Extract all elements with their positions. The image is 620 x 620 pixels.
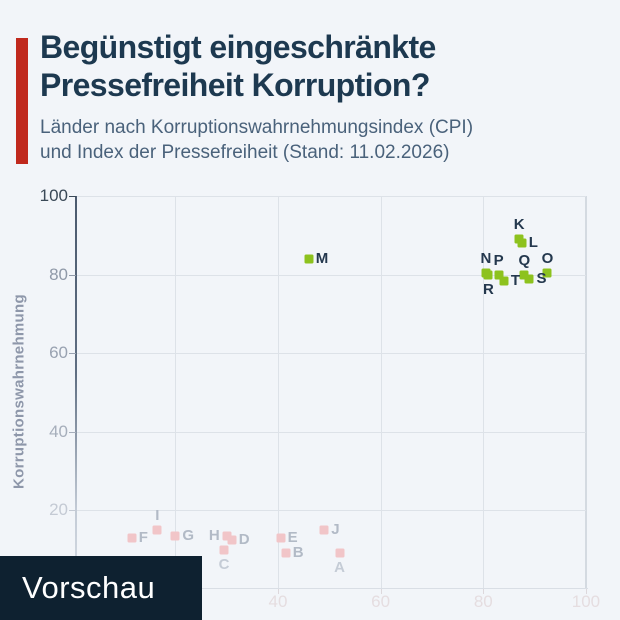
data-point-D[interactable] bbox=[227, 535, 237, 545]
y-gridline-40 bbox=[76, 431, 586, 433]
point-label-M: M bbox=[315, 250, 329, 268]
x-gridline-80 bbox=[483, 196, 485, 588]
data-point-I[interactable] bbox=[152, 525, 162, 535]
point-label-T: T bbox=[510, 271, 520, 289]
point-label-A: A bbox=[334, 559, 345, 577]
y-tick-40 bbox=[69, 431, 76, 433]
x-axis-line bbox=[76, 588, 588, 589]
y-tick-label-100: 100 bbox=[39, 186, 68, 206]
page-subtitle: Länder nach Korruptionswahrnehmungsindex… bbox=[40, 115, 473, 165]
data-point-Q[interactable] bbox=[519, 270, 529, 280]
x-tick-label-80: 80 bbox=[473, 592, 493, 611]
subtitle-line-1: Länder nach Korruptionswahrnehmungsindex… bbox=[40, 117, 474, 138]
x-tick-100 bbox=[585, 589, 587, 594]
data-point-O[interactable] bbox=[542, 268, 552, 278]
point-label-O: O bbox=[541, 249, 554, 267]
point-label-I: I bbox=[155, 506, 160, 524]
data-point-B[interactable] bbox=[281, 548, 291, 558]
x-gridline-100 bbox=[584, 196, 587, 588]
point-label-L: L bbox=[528, 234, 538, 252]
data-point-P[interactable] bbox=[494, 270, 504, 280]
title-line-1: Begünstigt eingeschränkte bbox=[40, 29, 436, 65]
subtitle-line-2: und Index der Pressefreiheit (Stand: 11.… bbox=[40, 142, 450, 163]
x-tick-80 bbox=[483, 589, 485, 594]
x-tick-60 bbox=[380, 589, 382, 594]
y-gridline-80 bbox=[76, 274, 586, 276]
y-tick-60 bbox=[69, 353, 76, 355]
x-gridline-20 bbox=[175, 196, 177, 588]
data-point-F[interactable] bbox=[127, 533, 137, 543]
point-label-K: K bbox=[513, 216, 525, 234]
point-label-S: S bbox=[536, 269, 547, 287]
data-point-S[interactable] bbox=[524, 274, 534, 284]
data-point-M[interactable] bbox=[304, 254, 314, 264]
data-point-T[interactable] bbox=[499, 276, 509, 286]
point-label-P: P bbox=[493, 251, 504, 269]
y-axis-title: Korruptionswahrnehmung bbox=[10, 294, 28, 490]
x-tick-label-60: 60 bbox=[371, 592, 391, 611]
point-label-C: C bbox=[218, 555, 230, 573]
x-tick-label-100: 100 bbox=[571, 592, 601, 611]
title-line-2: Pressefreiheit Korruption? bbox=[40, 67, 430, 103]
point-label-G: G bbox=[182, 526, 195, 544]
y-gridline-100 bbox=[76, 196, 586, 198]
y-axis-line bbox=[75, 196, 77, 589]
x-tick-label-40: 40 bbox=[268, 592, 288, 611]
data-point-A[interactable] bbox=[335, 548, 345, 558]
x-gridline-60 bbox=[380, 196, 382, 588]
preview-label: Vorschau bbox=[22, 570, 156, 605]
preview-banner: Vorschau bbox=[0, 556, 202, 620]
data-point-H[interactable] bbox=[222, 531, 232, 541]
data-point-E[interactable] bbox=[276, 533, 286, 543]
page-title: Begünstigt eingeschränkte Pressefreiheit… bbox=[40, 28, 436, 104]
point-label-F: F bbox=[138, 528, 148, 546]
y-gridline-60 bbox=[76, 353, 586, 355]
data-point-J[interactable] bbox=[319, 525, 329, 535]
title-accent-bar bbox=[16, 38, 28, 164]
point-label-D: D bbox=[238, 530, 250, 548]
point-label-H: H bbox=[208, 526, 220, 544]
y-tick-100 bbox=[69, 196, 76, 198]
point-label-J: J bbox=[331, 520, 340, 538]
point-label-B: B bbox=[292, 544, 304, 562]
point-label-E: E bbox=[287, 528, 298, 546]
x-gridline-40 bbox=[278, 196, 279, 588]
data-point-R[interactable] bbox=[483, 270, 493, 280]
data-point-G[interactable] bbox=[170, 531, 180, 541]
y-tick-20 bbox=[69, 510, 76, 512]
y-tick-80 bbox=[69, 274, 76, 276]
y-tick-label-80: 80 bbox=[49, 264, 68, 284]
y-tick-label-20: 20 bbox=[49, 500, 68, 520]
y-tick-label-40: 40 bbox=[49, 421, 68, 441]
y-tick-label-60: 60 bbox=[49, 343, 68, 363]
data-point-C[interactable] bbox=[219, 545, 229, 555]
point-label-Q: Q bbox=[518, 251, 531, 269]
data-point-L[interactable] bbox=[517, 238, 527, 248]
point-label-R: R bbox=[483, 280, 494, 298]
point-label-N: N bbox=[480, 249, 492, 267]
x-tick-40 bbox=[278, 589, 279, 594]
y-gridline-20 bbox=[76, 510, 586, 512]
